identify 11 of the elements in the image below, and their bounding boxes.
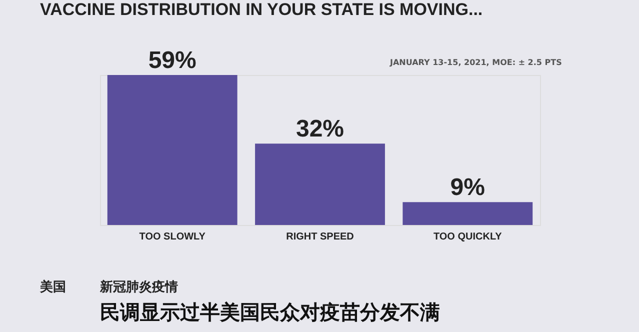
x-tick-label: TOO SLOWLY <box>139 232 206 242</box>
text: 民调显示过半美国民众对疫苗分发不满 <box>100 300 440 324</box>
data-label: 32% <box>296 116 344 143</box>
text: 新冠肺炎疫情 <box>99 279 178 295</box>
chart-title: VACCINE DISTRIBUTION IN YOUR STATE IS MOVING... <box>40 0 483 19</box>
text: 美国 <box>39 279 66 295</box>
x-tick-label: TOO QUICKLY <box>433 232 502 242</box>
data-label: 59% <box>148 47 196 74</box>
x-tick-label: RIGHT SPEED <box>286 232 354 242</box>
data-label: 9% <box>450 174 485 202</box>
text: JANUARY 13-15, 2021, MOE: ± 2.5 PTS <box>389 58 562 67</box>
